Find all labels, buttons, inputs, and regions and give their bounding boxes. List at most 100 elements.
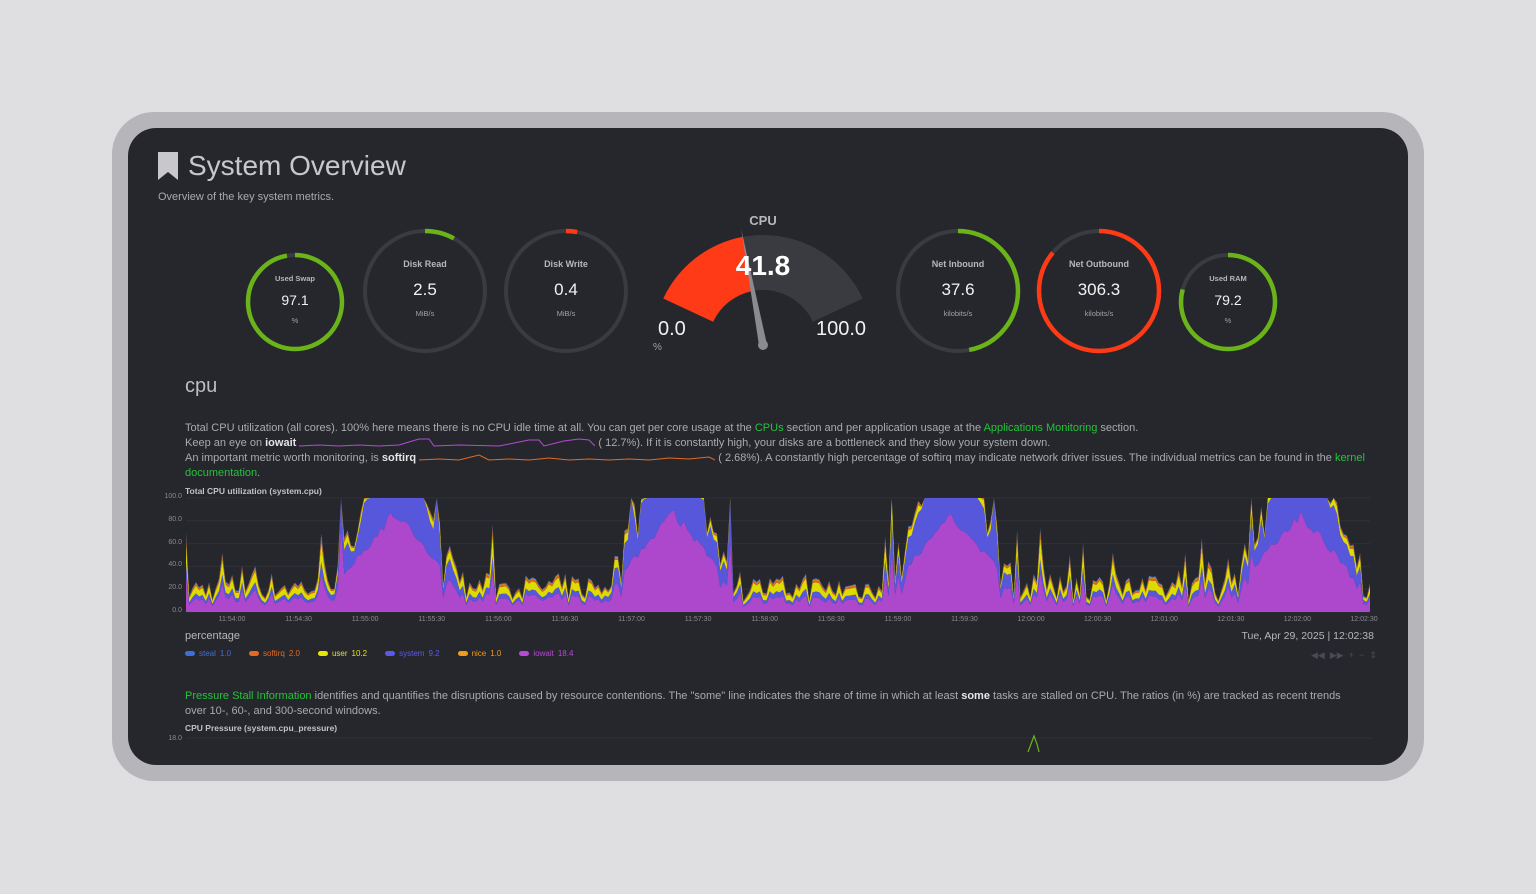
cpu-chart-timestamp: Tue, Apr 29, 2025 | 12:02:38 [1241, 630, 1374, 642]
legend-name: iowait [533, 649, 554, 658]
x-tick-label: 11:54:30 [285, 616, 312, 623]
y-tick-label: 0.0 [172, 607, 182, 614]
forward-icon[interactable]: ▶▶ [1329, 650, 1344, 660]
cpu-chart-plot[interactable] [158, 494, 1378, 634]
gauge-value: 79.2 [1214, 292, 1242, 308]
gauge-label: Disk Read [403, 259, 447, 269]
x-tick-label: 11:55:30 [418, 616, 446, 623]
cpu-gauge-unit: % [653, 342, 662, 353]
y-tick-label: 80.0 [168, 515, 182, 523]
pressure-stall-information-link[interactable]: Pressure Stall Information [185, 690, 312, 702]
page-subtitle: Overview of the key system metrics. [158, 191, 335, 203]
series-area-iowait [186, 509, 1370, 612]
legend-name: system [399, 649, 425, 658]
x-tick-label: 11:59:30 [951, 616, 978, 623]
series-area-softirq [186, 498, 1370, 603]
x-tick-label: 11:56:30 [551, 616, 579, 623]
gauge-net-outbound[interactable]: Net Outbound 306.3 kilobits/s [1035, 227, 1163, 355]
x-tick-label: 11:55:00 [351, 616, 379, 623]
cpu-section-title: cpu [185, 375, 218, 397]
gauge-unit: % [1224, 316, 1232, 325]
cpu-gauge-value: 41.8 [735, 250, 791, 281]
cpu-chart[interactable] [158, 494, 1378, 634]
cpu-pressure-y-tick: 18.0 [168, 735, 182, 742]
gauge-ring [1178, 252, 1278, 352]
gauge-label: Net Inbound [931, 259, 985, 269]
x-tick-label: 12:01:30 [1217, 616, 1245, 623]
x-tick-label: 11:58:30 [817, 616, 845, 623]
legend-swatch [385, 651, 396, 656]
legend-item-iowait[interactable]: iowait 18.4 [519, 649, 573, 658]
legend-item-softirq[interactable]: softirq 2.0 [249, 649, 300, 658]
legend-name: nice [471, 649, 487, 658]
cpu-gauge-label: CPU [749, 213, 777, 228]
cpu-desc-text: Total CPU utilization (all cores). 100% … [185, 422, 755, 434]
iowait-label: iowait [265, 437, 297, 449]
kernel-link[interactable]: kernel [1334, 452, 1365, 464]
y-tick-label: 20.0 [168, 584, 182, 592]
gauge-used-ram[interactable]: Used RAM 79.2% [1177, 251, 1279, 353]
legend-item-steal[interactable]: steal 1.0 [185, 649, 231, 658]
cpu-desc-text: Keep an eye on [185, 437, 266, 449]
resize-icon[interactable]: ⇕ [1369, 650, 1377, 660]
x-tick-label: 11:58:00 [751, 616, 779, 623]
gauge-ring [362, 228, 488, 354]
x-tick-label: 12:02:30 [1350, 616, 1378, 623]
cpus-link[interactable]: CPUs [754, 422, 784, 434]
gauge-unit: kilobits/s [1084, 309, 1114, 318]
x-tick-label: 11:57:00 [618, 616, 645, 623]
gauge-arc [1178, 252, 1278, 352]
gauge-arc [1036, 228, 1162, 354]
legend-swatch [317, 651, 328, 656]
legend-swatch [519, 651, 530, 656]
pressure-desc-strong: some [961, 690, 990, 702]
legend-value: 1.0 [490, 649, 502, 658]
legend-value: 10.2 [351, 649, 368, 658]
legend-swatch [185, 651, 195, 656]
cpu-description-line2: Keep an eye on iowait ( 12.7%). If it is… [185, 436, 1365, 451]
x-tick-label: 11:57:30 [684, 616, 712, 623]
gauge-disk-write[interactable]: Disk Write 0.4 MiB/s [502, 227, 630, 355]
cpu-chart-units: percentage [185, 630, 241, 642]
cpu-gauge-hub [758, 340, 768, 350]
legend-item-user[interactable]: user 10.2 [317, 649, 368, 658]
cpu-gauge-needle [741, 229, 767, 346]
gauge-ring [503, 228, 629, 354]
cpu-desc-text: section. [1097, 422, 1139, 434]
legend-item-nice[interactable]: nice 1.0 [457, 649, 502, 658]
gauge-net-inbound[interactable]: Net Inbound 37.6 kilobits/s [894, 227, 1022, 355]
documentation-link[interactable]: documentation [185, 467, 258, 479]
cpu-desc-text: . [257, 467, 261, 479]
gauge-disk-read[interactable]: Disk Read 2.5 MiB/s [361, 227, 489, 355]
gauge-used-swap[interactable]: Used Swap 97.1% [244, 251, 346, 353]
gauge-unit: MiB/s [415, 309, 435, 318]
rewind-icon[interactable]: ◀◀ [1311, 650, 1325, 660]
gauge-arc [245, 252, 345, 352]
gauge-label: Used RAM [1209, 274, 1247, 283]
page-title: System Overview [188, 150, 406, 181]
x-tick-label: 12:00:00 [1017, 616, 1045, 623]
gauge-unit: MiB/s [556, 309, 576, 318]
legend-value: 9.2 [428, 649, 440, 658]
cpu-gauge-max: 100.0 [816, 318, 867, 340]
gauge-unit: kilobits/s [943, 309, 973, 318]
cpu-gauge-min: 0.0 [658, 318, 686, 340]
gauge-value: 37.6 [941, 280, 975, 299]
cpu-pressure-chart[interactable] [186, 732, 1372, 765]
x-tick-label: 11:56:00 [484, 616, 512, 623]
x-tick-label: 12:02:00 [1283, 616, 1312, 623]
pressure-description: Pressure Stall Information identifies an… [185, 689, 1365, 719]
cpu-gauge-fill [663, 236, 753, 322]
legend-value: 18.4 [557, 649, 574, 658]
legend-name: steal [199, 649, 216, 658]
gauge-ring [1036, 228, 1162, 354]
cpu-desc-text: ( 12.7%). If it is constantly high, your… [598, 437, 1051, 449]
cpu-chart-legend: steal 1.0 softirq 2.0 user 10.2 system 9.2 nice 1… [185, 649, 573, 658]
zoom-out-icon[interactable]: − [1358, 650, 1365, 660]
zoom-in-icon[interactable]: + [1348, 650, 1354, 660]
dashboard-screen: System Overview Overview of the key syst… [128, 128, 1408, 765]
legend-item-system[interactable]: system 9.2 [385, 649, 440, 658]
gauge-unit: % [291, 316, 299, 325]
applications-monitoring-link[interactable]: Applications Monitoring [983, 422, 1098, 434]
cpu-gauge[interactable]: CPU 41.8 0.0 100.0 % [648, 210, 878, 360]
